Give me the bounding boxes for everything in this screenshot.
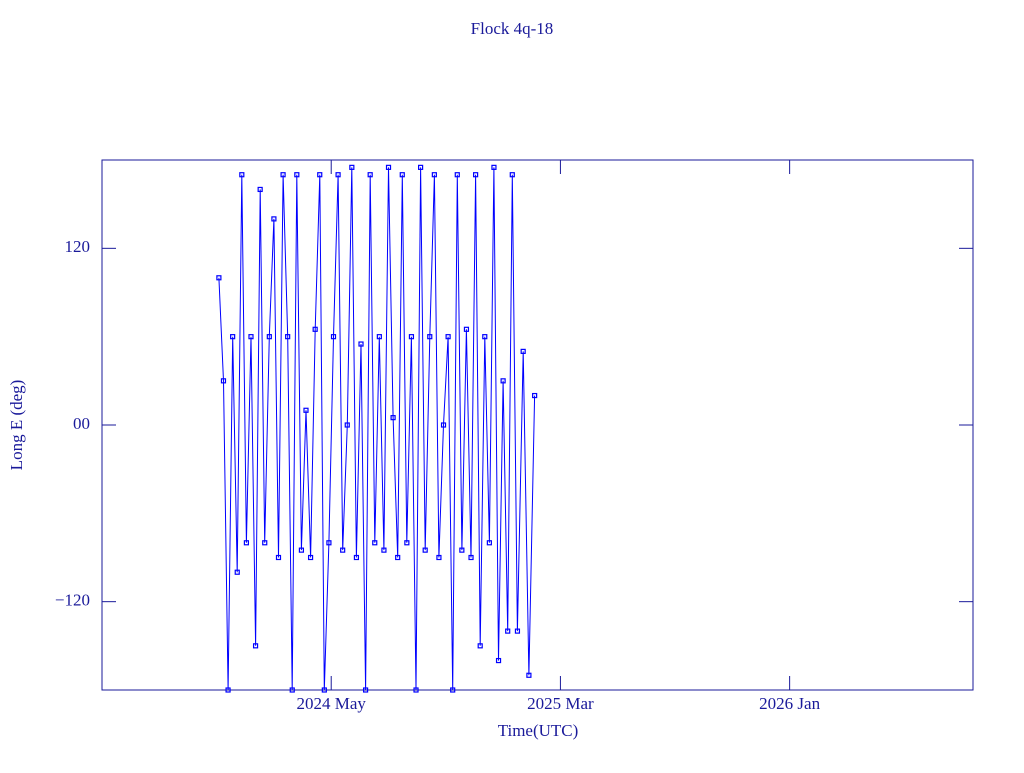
data-point [505, 628, 511, 634]
data-point [500, 378, 506, 384]
data-point [413, 687, 419, 693]
data-point [381, 547, 387, 553]
data-point [459, 547, 465, 553]
data-point [376, 334, 382, 340]
y-tick-label: −120 [55, 591, 90, 610]
data-point [408, 334, 415, 340]
data-point [280, 172, 286, 178]
data-point [482, 334, 488, 340]
data-point [367, 172, 373, 178]
data-point [353, 554, 360, 561]
data-point [234, 569, 240, 575]
data-point [220, 378, 227, 384]
data-point [526, 672, 532, 678]
data-point [486, 540, 492, 546]
data-point [252, 643, 259, 649]
data-point [362, 687, 369, 693]
data-point [450, 687, 456, 693]
data-point [390, 415, 396, 421]
data-point [532, 392, 538, 399]
data-point [225, 687, 231, 693]
data-point [216, 275, 222, 281]
data-point [275, 554, 282, 561]
data-point [468, 554, 474, 561]
plot-frame [101, 159, 974, 691]
chart-title: Flock 4q-18 [471, 19, 554, 38]
data-line [218, 167, 536, 691]
data-point [257, 186, 263, 193]
data-point [321, 687, 327, 693]
data-point [289, 687, 295, 693]
data-point [230, 334, 236, 340]
data-point [239, 172, 245, 178]
x-tick-label: 2025 Mar [527, 694, 594, 713]
data-point [520, 348, 526, 354]
data-point [395, 554, 401, 561]
data-point [344, 422, 350, 428]
data-point [372, 540, 378, 546]
data-point [385, 164, 392, 170]
data-point [340, 547, 346, 553]
data-point [422, 547, 428, 553]
data-point [440, 422, 447, 428]
data-point [427, 334, 433, 340]
data-point [399, 172, 405, 178]
data-point [326, 540, 332, 546]
data-point [285, 334, 291, 340]
data-point [404, 540, 410, 546]
data-point [477, 643, 483, 649]
data-point [349, 164, 355, 170]
data-point [473, 172, 479, 178]
y-tick-label: 120 [65, 237, 91, 256]
y-axis-label: Long E (deg) [7, 380, 26, 471]
data-point [266, 334, 272, 340]
data-point [454, 172, 460, 178]
data-point [463, 326, 470, 332]
data-point [248, 334, 254, 340]
data-point [317, 172, 323, 178]
x-tick-label: 2024 May [296, 694, 366, 713]
x-tick-label: 2026 Jan [759, 694, 820, 713]
data-point [431, 172, 437, 178]
data-point [312, 326, 318, 332]
data-point [335, 172, 341, 178]
data-point [271, 216, 277, 222]
data-point [509, 172, 515, 178]
data-point [298, 547, 305, 553]
y-tick-label: 00 [73, 414, 90, 433]
data-point [491, 164, 497, 170]
data-point [262, 540, 268, 546]
data-point [418, 164, 424, 170]
data-point [445, 334, 451, 340]
data-point [330, 334, 337, 340]
data-point [514, 628, 521, 634]
data-point [243, 540, 250, 546]
data-point [358, 341, 364, 347]
data-point [436, 554, 442, 561]
data-point [307, 554, 314, 561]
data-point [303, 407, 309, 413]
x-axis-label: Time(UTC) [498, 721, 579, 740]
data-point [294, 172, 300, 178]
data-point [495, 657, 502, 664]
